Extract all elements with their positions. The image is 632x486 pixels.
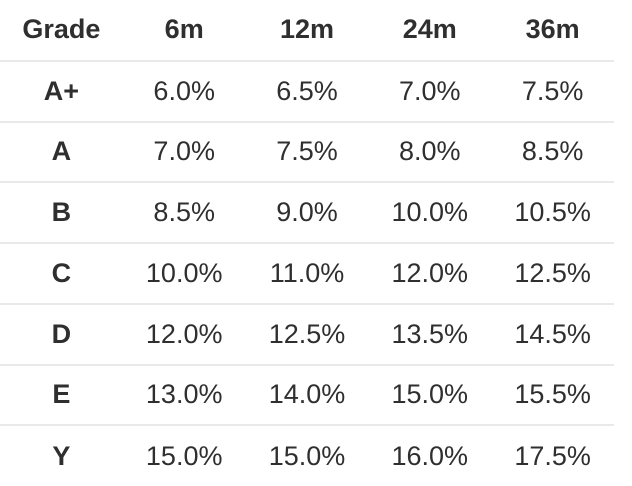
rate-cell: 14.5% (491, 302, 614, 365)
rate-cell: 15.0% (245, 424, 369, 486)
column-header-12m: 12m (279, 14, 335, 45)
rate-cell: 17.5% (491, 424, 614, 486)
grade-cell: A+ (0, 59, 123, 122)
rate-cell: 9.0% (245, 181, 369, 243)
table-header: Grade 6m 12m 24m 36m (0, 0, 614, 61)
table-row-c: C 10.0% 11.0% 12.0% 12.5% (0, 242, 614, 304)
column-header-24m: 24m (402, 14, 457, 45)
table-row-a: A 7.0% 7.5% 8.0% 8.5% (0, 120, 614, 183)
rate-cell: 8.5% (491, 120, 614, 183)
rate-cell: 10.5% (491, 181, 614, 243)
grade-cell: A (0, 120, 123, 183)
rate-cell: 16.0% (368, 424, 492, 486)
column-header-6m: 6m (164, 14, 204, 45)
grade-cell: Y (0, 424, 123, 486)
column-header-grade: Grade (22, 14, 101, 45)
rate-cell: 7.0% (368, 59, 492, 122)
rate-cell: 11.0% (245, 242, 369, 304)
table-row-d: D 12.0% 12.5% 13.5% 14.5% (0, 302, 614, 365)
rate-cell: 7.5% (491, 59, 614, 122)
grade-cell: E (0, 363, 123, 426)
interest-rates-table: Grade 6m 12m 24m 36m A+ 6.0% 6.5% 7.0% 7… (0, 0, 614, 486)
header-row: Grade 6m 12m 24m 36m (0, 0, 614, 61)
column-header-36m: 36m (525, 14, 580, 45)
rate-cell: 12.5% (245, 302, 369, 365)
table-row-e: E 13.0% 14.0% 15.0% 15.5% (0, 363, 614, 426)
rate-cell: 7.5% (245, 120, 369, 183)
rate-cell: 12.0% (122, 302, 246, 365)
rate-cell: 15.5% (491, 363, 614, 426)
table-row-a-plus: A+ 6.0% 6.5% 7.0% 7.5% (0, 59, 614, 122)
rate-cell: 7.0% (122, 120, 246, 183)
rate-cell: 15.0% (368, 363, 492, 426)
rate-cell: 13.0% (122, 363, 246, 426)
table-row-y: Y 15.0% 15.0% 16.0% 17.5% (0, 424, 614, 486)
grade-cell: C (0, 242, 123, 304)
table-row-b: B 8.5% 9.0% 10.0% 10.5% (0, 181, 614, 243)
rate-cell: 13.5% (368, 302, 492, 365)
rate-cell: 8.0% (368, 120, 492, 183)
rate-cell: 15.0% (122, 424, 246, 486)
grade-cell: D (0, 302, 123, 365)
rate-cell: 10.0% (122, 242, 246, 304)
rate-cell: 12.5% (491, 242, 614, 304)
rate-cell: 6.0% (122, 59, 246, 122)
rate-cell: 6.5% (245, 59, 369, 122)
rate-cell: 14.0% (245, 363, 369, 426)
grade-cell: B (0, 181, 123, 243)
rate-cell: 8.5% (122, 181, 246, 243)
rate-cell: 10.0% (368, 181, 492, 243)
table-body: A+ 6.0% 6.5% 7.0% 7.5% A 7.0% 7.5% 8.0% … (0, 59, 614, 486)
rate-cell: 12.0% (368, 242, 492, 304)
